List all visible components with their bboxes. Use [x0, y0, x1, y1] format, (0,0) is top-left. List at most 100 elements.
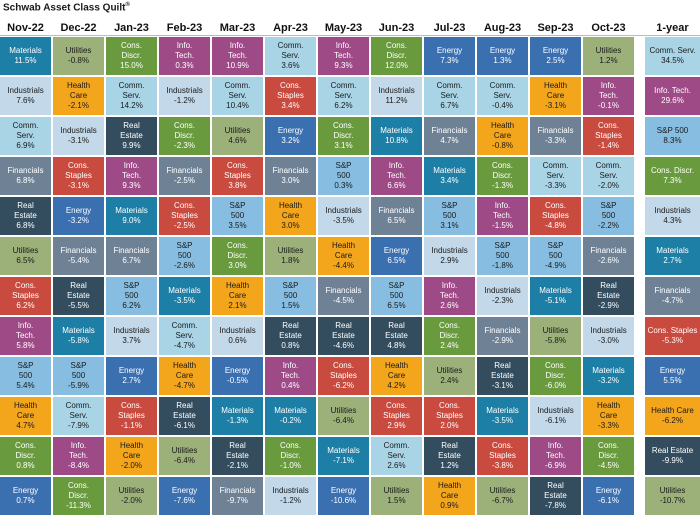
- quilt-cell-label: Cons. Staples: [647, 326, 698, 335]
- quilt-cell: Financials 6.7%: [106, 237, 157, 275]
- quilt-cell: Energy -6.1%: [583, 477, 634, 515]
- quilt-cell-value: 11.2%: [385, 96, 408, 105]
- quilt-cell-label: Real Estate: [226, 441, 249, 460]
- quilt-cell-label: Info. Tech.: [227, 41, 248, 60]
- quilt-cell-label: Energy: [436, 46, 463, 55]
- quilt-cell: Cons. Staples -4.8%: [530, 197, 581, 235]
- quilt-cell-label: Energy: [65, 206, 92, 215]
- quilt-cell-value: 0.3%: [175, 61, 194, 70]
- quilt-cell-label: Financials: [590, 246, 627, 255]
- quilt-cell-value: -1.3%: [227, 416, 248, 425]
- quilt-cell-label: Energy: [542, 46, 569, 55]
- quilt-cell-value: 6.5%: [16, 256, 35, 265]
- quilt-cell-value: -9.7%: [227, 496, 248, 505]
- quilt-cell-label: Materials: [9, 46, 42, 55]
- quilt-cell-label: Info. Tech.: [598, 81, 619, 100]
- quilt-cell: Energy -0.5%: [212, 357, 263, 395]
- quilt-cell-label: Cons. Discr.: [280, 441, 301, 460]
- quilt-cell-value: -0.5%: [227, 376, 248, 385]
- quilt-cell-label: Financials: [654, 286, 691, 295]
- quilt-cell-value: -2.6%: [174, 261, 195, 270]
- quilt-cell: Industrials -3.0%: [583, 317, 634, 355]
- quilt-cell: Health Care -3.3%: [583, 397, 634, 435]
- quilt-cell-value: -2.3%: [492, 296, 513, 305]
- quilt-cell: Cons. Staples 6.2%: [0, 277, 51, 315]
- quilt-cell-value: 6.2%: [16, 301, 35, 310]
- quilt-cell: Financials -9.7%: [212, 477, 263, 515]
- quilt-cell-label: Health Care: [651, 406, 694, 415]
- quilt-cell-value: 6.8%: [16, 176, 35, 185]
- quilt-cell: Info. Tech. 0.4%: [265, 357, 316, 395]
- header-divider: [0, 35, 700, 36]
- column-header: Jun-23: [378, 22, 415, 34]
- quilt-cell-label: Industrials: [590, 326, 627, 335]
- quilt-cell-value: -2.0%: [121, 496, 142, 505]
- quilt-cell: Materials -5.8%: [53, 317, 104, 355]
- quilt-cell-value: -2.0%: [598, 181, 619, 190]
- quilt-cell-label: Energy: [595, 486, 622, 495]
- quilt-cell-value: 4.8%: [387, 341, 406, 350]
- quilt-cell: Real Estate -6.1%: [159, 397, 210, 435]
- quilt-cell: Real Estate -2.1%: [212, 437, 263, 475]
- quilt-cell: Health Care -6.2%: [645, 397, 700, 435]
- quilt-cell-value: 3.4%: [281, 101, 300, 110]
- quilt-cell-label: Health Care: [596, 401, 621, 420]
- quilt-cell-value: 8.3%: [663, 136, 682, 145]
- quilt-cell-label: Industrials: [537, 406, 574, 415]
- quilt-cell-label: Cons. Staples: [595, 121, 622, 140]
- quilt-cell: Cons. Discr. -2.3%: [159, 117, 210, 155]
- quilt-cell-label: Industrials: [431, 246, 468, 255]
- quilt-cell: Financials -4.5%: [318, 277, 369, 315]
- quilt-cell-label: Materials: [433, 166, 466, 175]
- quilt-cell-value: -3.5%: [174, 296, 195, 305]
- quilt-cell-label: Comm. Serv.: [277, 41, 304, 60]
- quilt-cell: Comm. Serv. 2.6%: [371, 437, 422, 475]
- quilt-cell-value: 2.9%: [440, 256, 459, 265]
- quilt-cell-value: -4.4%: [333, 261, 354, 270]
- quilt-cell-label: Real Estate: [597, 281, 620, 300]
- quilt-cell-value: 0.4%: [281, 381, 300, 390]
- quilt-cell: Utilities 1.8%: [265, 237, 316, 275]
- quilt-cell: Materials 11.5%: [0, 37, 51, 75]
- quilt-cell-label: Info. Tech.: [333, 41, 354, 60]
- quilt-cell: Materials -0.2%: [265, 397, 316, 435]
- quilt-cell: Utilities 1.5%: [371, 477, 422, 515]
- quilt-cell-value: -4.5%: [333, 296, 354, 305]
- quilt-cell-label: Health Care: [331, 241, 356, 260]
- quilt-cell-value: -3.3%: [598, 421, 619, 430]
- quilt-cell-label: Utilities: [595, 46, 622, 55]
- quilt-cell-label: Cons. Discr.: [333, 121, 354, 140]
- quilt-cell: Info. Tech. 5.8%: [0, 317, 51, 355]
- quilt-cell-value: -5.1%: [545, 296, 566, 305]
- quilt-cell-label: Cons. Staples: [12, 281, 39, 300]
- quilt-cell-value: -6.7%: [492, 496, 513, 505]
- quilt-cell: Energy -7.6%: [159, 477, 210, 515]
- quilt-cell-value: 3.0%: [281, 176, 300, 185]
- quilt-cell-label: S&P 500: [388, 281, 405, 300]
- quilt-cell-label: Utilities: [383, 486, 410, 495]
- quilt-cell-value: 9.0%: [122, 216, 141, 225]
- quilt-cell-value: -3.1%: [545, 101, 566, 110]
- quilt-cell-label: S&P 500: [335, 161, 352, 180]
- quilt-cell-label: Health Care: [543, 81, 568, 100]
- quilt-cell: S&P 500 -1.8%: [477, 237, 528, 275]
- quilt-cell-value: 3.6%: [281, 61, 300, 70]
- quilt-cell: Cons. Discr. 2.4%: [424, 317, 475, 355]
- column-header: Oct-23: [591, 22, 626, 34]
- quilt-cell-value: -4.6%: [333, 341, 354, 350]
- quilt-cell-value: 2.6%: [387, 461, 406, 470]
- quilt-cell-label: Materials: [115, 206, 148, 215]
- quilt-cell-label: Energy: [171, 486, 198, 495]
- quilt-cell-value: 6.7%: [122, 256, 141, 265]
- quilt-cell: Materials 2.7%: [645, 237, 700, 275]
- quilt-cell-value: -6.1%: [174, 421, 195, 430]
- quilt-cell-label: Energy: [489, 46, 516, 55]
- quilt-cell-label: Cons. Discr.: [386, 41, 407, 60]
- quilt-cell-value: -6.4%: [174, 456, 195, 465]
- quilt-cell: Comm. Serv. -2.0%: [583, 157, 634, 195]
- quilt-cell-value: -0.2%: [280, 416, 301, 425]
- quilt-cell: Financials -5.4%: [53, 237, 104, 275]
- quilt-cell: Info. Tech. 2.6%: [424, 277, 475, 315]
- quilt-cell: Materials -1.3%: [212, 397, 263, 435]
- quilt-cell-value: 7.3%: [440, 56, 459, 65]
